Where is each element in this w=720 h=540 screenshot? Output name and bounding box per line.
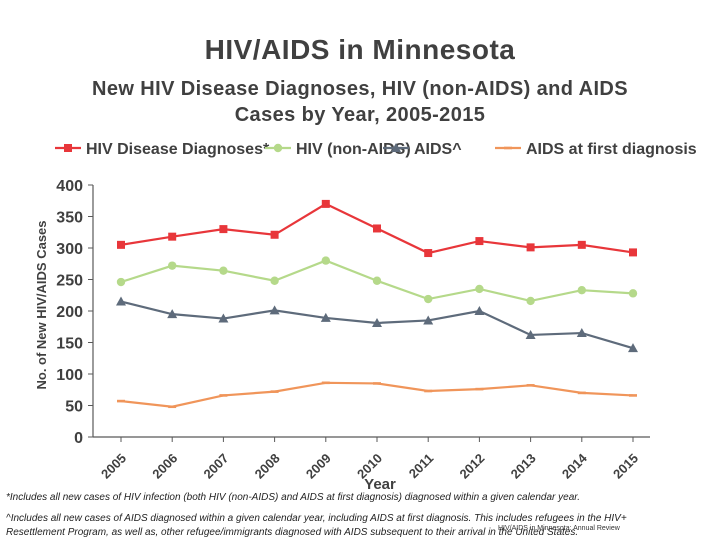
x-tick-label: 2009 bbox=[303, 451, 334, 482]
series-line bbox=[120, 381, 634, 408]
x-axis-title: Year bbox=[364, 476, 396, 490]
legend-item-aids-at-first-diagnosis: AIDS at first diagnosis bbox=[495, 141, 697, 158]
legend-marker bbox=[273, 143, 283, 153]
subtitle-line-2: Cases by Year, 2005-2015 bbox=[234, 104, 486, 126]
y-tick-label: 0 bbox=[74, 430, 83, 447]
chart-legend: HIV Disease Diagnoses* HIV (non-AIDS) AIDS… bbox=[55, 141, 697, 158]
data-point bbox=[167, 309, 178, 319]
data-point bbox=[628, 289, 638, 298]
data-point bbox=[372, 276, 382, 285]
chart-subtitle: New HIV Disease Diagnoses, HIV (non-AIDS… bbox=[0, 76, 720, 128]
data-point bbox=[116, 277, 126, 287]
data-point bbox=[628, 343, 638, 353]
data-point bbox=[424, 249, 433, 258]
data-point bbox=[372, 317, 382, 327]
series-hiv-non-aids bbox=[116, 256, 638, 306]
y-tick-label: 200 bbox=[56, 304, 83, 321]
legend-item-hiv-disease-diagnoses: HIV Disease Diagnoses* bbox=[55, 141, 270, 158]
data-point bbox=[525, 329, 536, 339]
data-point bbox=[168, 261, 177, 270]
legend-label: HIV Disease Diagnoses* bbox=[86, 141, 270, 158]
data-point bbox=[219, 266, 228, 275]
x-tick-label: 2006 bbox=[149, 451, 180, 482]
x-tick-label: 2005 bbox=[98, 451, 129, 482]
data-point bbox=[116, 296, 126, 306]
data-point bbox=[168, 232, 177, 241]
x-tick-label: 2014 bbox=[559, 450, 591, 482]
data-point bbox=[474, 306, 485, 315]
legend-label: AIDS at first diagnosis bbox=[526, 141, 697, 158]
x-tick-label: 2013 bbox=[508, 451, 539, 482]
data-point bbox=[219, 225, 228, 234]
subtitle-line-1: New HIV Disease Diagnoses, HIV (non-AIDS… bbox=[91, 78, 629, 100]
data-point bbox=[577, 286, 586, 295]
series-hiv-disease-diagnoses bbox=[117, 199, 637, 258]
legend-item-aids: AIDS^ bbox=[383, 141, 462, 158]
series-aids-at-first-diagnosis bbox=[117, 381, 637, 409]
data-point bbox=[218, 313, 229, 323]
line-chart: HIV Disease Diagnoses* HIV (non-AIDS) AIDS… bbox=[34, 141, 697, 490]
data-point bbox=[270, 230, 279, 239]
y-tick-label: 100 bbox=[56, 367, 83, 384]
y-axis-title: No. of New HIV/AIDS Cases bbox=[34, 220, 49, 389]
x-tick-label: 2007 bbox=[200, 451, 231, 482]
data-point bbox=[269, 305, 280, 315]
legend-item-hiv-non-aids: HIV (non-AIDS) bbox=[265, 141, 411, 158]
data-point bbox=[526, 243, 535, 252]
legend-marker bbox=[391, 143, 401, 152]
data-point bbox=[475, 284, 484, 294]
data-point bbox=[117, 240, 125, 249]
data-point bbox=[320, 312, 331, 322]
y-tick-label: 150 bbox=[56, 336, 83, 353]
footnote-hiv-diagnoses: *Includes all new cases of HIV infection… bbox=[6, 492, 580, 503]
page-title: HIV/AIDS in Minnesota bbox=[204, 34, 516, 65]
x-tick-label: 2012 bbox=[456, 451, 487, 482]
y-tick-label: 300 bbox=[56, 241, 83, 258]
data-point bbox=[321, 256, 330, 265]
source-note: HIV/AIDS in Minnesota: Annual Review bbox=[498, 525, 620, 532]
x-tick-label: 2011 bbox=[406, 451, 437, 482]
y-tick-label: 250 bbox=[56, 273, 83, 290]
data-point bbox=[423, 315, 434, 325]
legend-label: HIV (non-AIDS) bbox=[296, 141, 411, 158]
data-point bbox=[373, 224, 381, 233]
footnote-aids: ^Includes all new cases of AIDS diagnose… bbox=[6, 513, 627, 538]
data-point bbox=[629, 248, 637, 257]
series-aids bbox=[116, 296, 638, 353]
data-point bbox=[577, 240, 586, 249]
legend-marker bbox=[64, 144, 72, 152]
y-tick-label: 350 bbox=[56, 210, 83, 227]
x-tick-label: 2015 bbox=[610, 451, 641, 482]
y-tick-label: 50 bbox=[65, 399, 83, 416]
data-point bbox=[424, 294, 433, 304]
data-point bbox=[526, 296, 535, 306]
y-tick-label: 400 bbox=[56, 178, 83, 195]
data-point bbox=[576, 328, 587, 338]
data-point bbox=[270, 276, 279, 285]
chart-series bbox=[116, 199, 638, 409]
data-point bbox=[475, 237, 484, 246]
x-tick-label: 2008 bbox=[252, 451, 283, 482]
legend-label: AIDS^ bbox=[414, 141, 462, 158]
data-point bbox=[321, 199, 330, 208]
